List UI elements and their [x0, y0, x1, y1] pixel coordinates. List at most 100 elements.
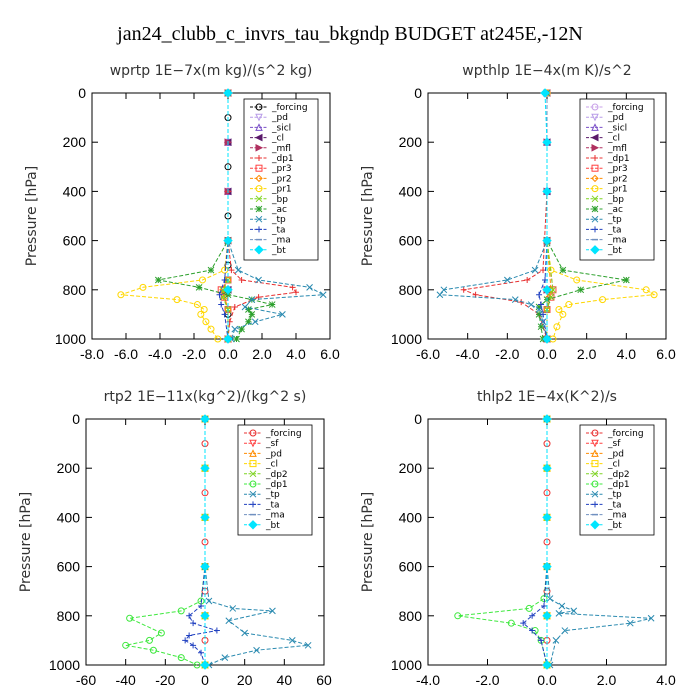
legend-label: _ma: [265, 511, 285, 521]
data-point: [126, 614, 134, 622]
data-point: [200, 611, 210, 621]
y-tick-label: 400: [399, 509, 423, 525]
data-point: [122, 641, 130, 649]
legend-box: [243, 98, 319, 261]
data-point: [542, 414, 552, 424]
y-tick-label: 600: [63, 233, 87, 249]
data-point: [541, 602, 548, 609]
data-point: [213, 627, 220, 634]
legend-marker: [591, 449, 599, 457]
x-tick-label: -40: [116, 672, 136, 688]
x-tick-label: -4.0: [148, 346, 172, 362]
legend-marker: [591, 195, 599, 203]
data-point: [221, 311, 228, 318]
y-tick-label: 400: [63, 183, 87, 199]
data-point: [238, 276, 245, 283]
data-point: [507, 619, 515, 627]
data-point: [529, 612, 536, 619]
legend: _forcing_pd_sicl_cl_mfl_dp1_pr3_pr2_pr1_…: [243, 98, 319, 261]
legend-marker: [591, 143, 600, 152]
y-tick-label: 200: [399, 134, 423, 150]
data-point: [173, 296, 181, 304]
data-point: [193, 661, 201, 669]
y-tick-label: 0: [414, 411, 422, 427]
y-tick-label: 800: [63, 282, 87, 298]
data-point: [626, 619, 634, 627]
chart-panel-4: thlp2 1E−4x(K^2)/s Pressure [hPa] -4.0 -2.0…: [360, 389, 676, 688]
data-point: [190, 620, 197, 627]
legend-marker: [591, 490, 599, 498]
legend-label: _ta: [271, 225, 286, 235]
legend-label: _tp: [271, 215, 286, 225]
data-point: [216, 291, 223, 298]
data-point: [559, 310, 567, 318]
data-point: [460, 286, 467, 293]
legend-label: _dp1: [271, 154, 294, 164]
legend-marker: [255, 215, 263, 223]
data-point: [542, 137, 552, 147]
legend-marker: [591, 439, 599, 448]
series-line: [204, 419, 309, 666]
legend-label: _sf: [265, 439, 279, 449]
legend-marker: [591, 215, 599, 223]
legend-label: _mfl: [607, 144, 627, 154]
legend-marker: [255, 103, 263, 111]
data-point: [251, 318, 259, 326]
data-point: [542, 512, 552, 523]
legend: _forcing_sf_pd_cl_dp2_dp1_tp_ta_ma_bt: [237, 424, 313, 536]
legend-marker: [590, 520, 600, 530]
data-point: [182, 637, 189, 644]
data-point: [218, 301, 225, 308]
legend-marker: [591, 205, 599, 213]
series-pr1: [117, 89, 232, 343]
data-point: [186, 632, 193, 639]
data-point: [200, 660, 210, 670]
data-point: [225, 617, 233, 625]
series-dp1: [454, 415, 551, 669]
y-axis-label: Pressure [hPa]: [360, 492, 376, 592]
series-line: [120, 93, 229, 340]
x-tick-label: -6.0: [416, 346, 440, 362]
legend-label: _cl: [271, 134, 284, 144]
data-point: [190, 642, 197, 649]
legend-marker: [256, 226, 262, 233]
legend-label: _pd: [271, 113, 288, 123]
data-point: [540, 311, 547, 318]
panel-title: rtp2 1E−11x(kg^2)/(kg^2 s): [104, 389, 307, 405]
x-tick-label: 0: [201, 672, 209, 688]
data-point: [319, 291, 327, 299]
data-point: [279, 311, 286, 318]
data-point: [223, 235, 233, 246]
data-point: [241, 629, 249, 637]
legend-marker: [255, 113, 263, 122]
series-line: [544, 92, 548, 339]
x-tick-label: 0.0: [537, 346, 557, 362]
legend-label: _tp: [265, 490, 280, 500]
data-point: [200, 414, 210, 424]
legend-marker: [254, 133, 263, 142]
x-tick-label: 4.0: [286, 346, 306, 362]
data-point: [228, 267, 235, 274]
legend-marker: [255, 185, 263, 193]
x-tick-label: 6.0: [320, 346, 340, 362]
data-point: [177, 654, 185, 662]
data-point: [527, 301, 535, 308]
data-point: [561, 627, 569, 634]
data-point: [538, 301, 545, 308]
y-axis-label: Pressure [hPa]: [24, 166, 40, 266]
legend-label: _ta: [265, 500, 280, 510]
data-point: [555, 305, 563, 313]
legend-label: _sicl: [271, 123, 291, 133]
legend-marker: [255, 164, 263, 172]
series-bt: [542, 414, 552, 670]
data-point: [558, 602, 566, 610]
data-point: [565, 301, 573, 309]
legend-label: _sicl: [607, 123, 627, 133]
data-point: [642, 286, 650, 294]
data-point: [539, 318, 547, 326]
x-tick-label: 40: [277, 672, 293, 688]
x-tick-label: -4.0: [456, 346, 480, 362]
data-point: [117, 291, 125, 299]
y-tick-label: 400: [57, 509, 81, 525]
